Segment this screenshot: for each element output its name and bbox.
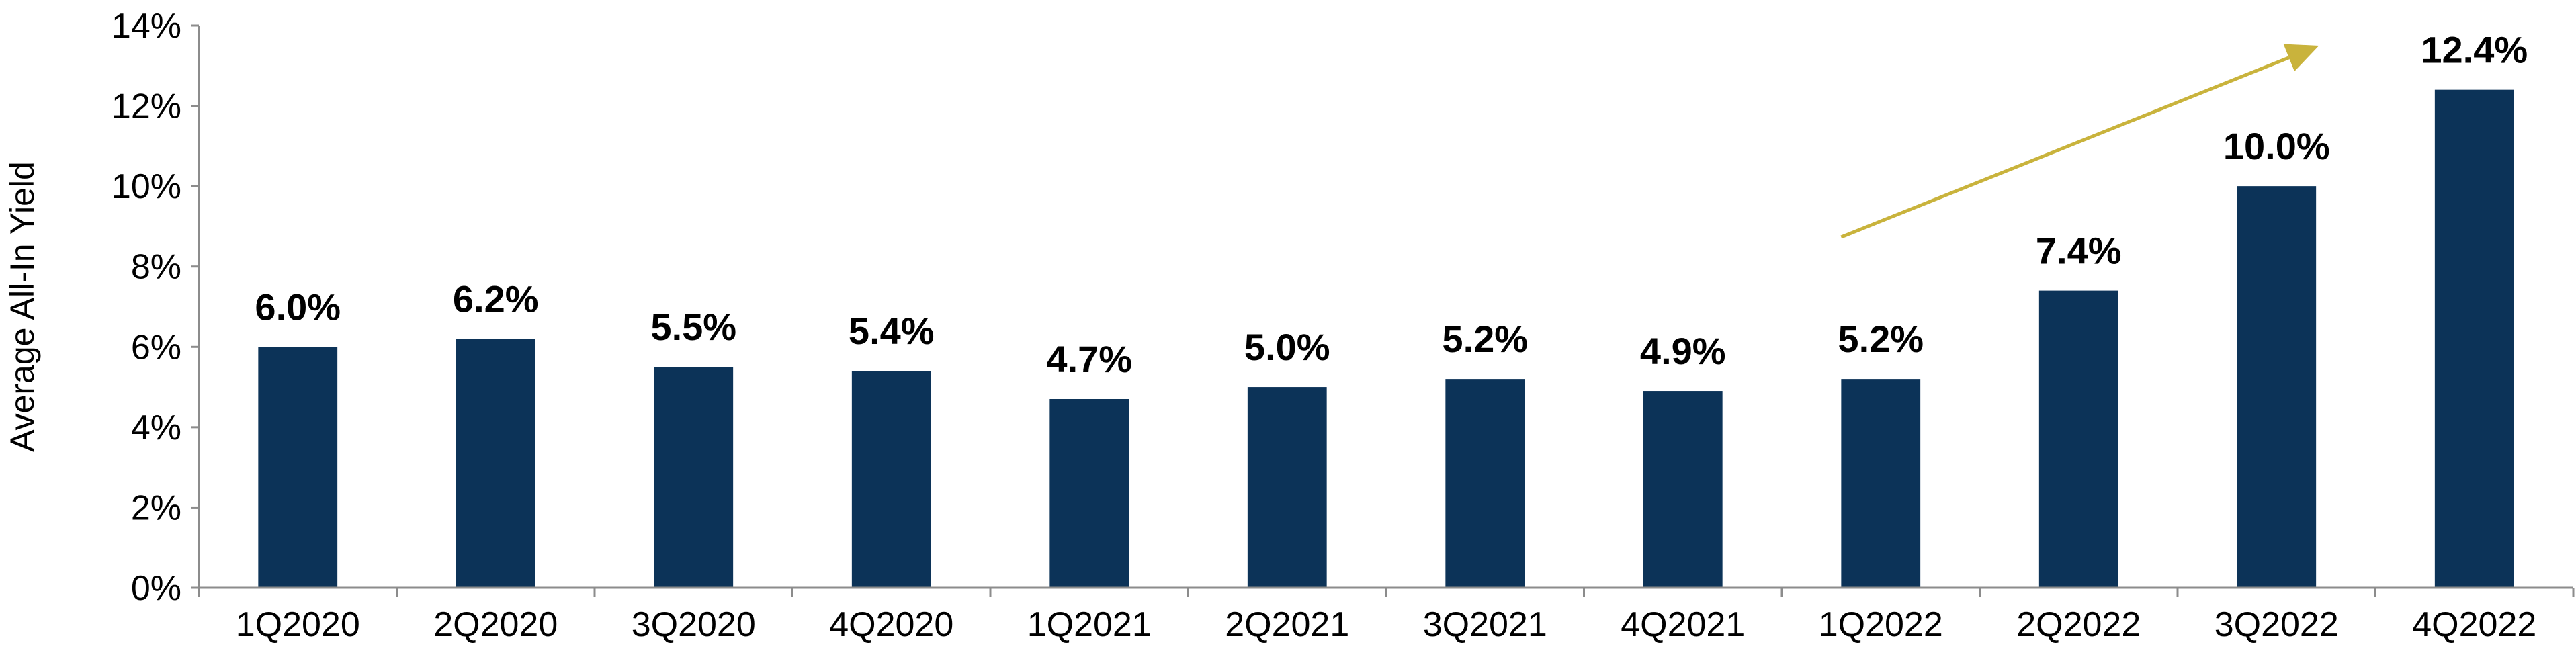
bar-1Q2020 xyxy=(258,347,338,588)
y-tick-label: 10% xyxy=(112,167,181,206)
bar-value-label: 7.4% xyxy=(2036,230,2122,272)
bar-4Q2021 xyxy=(1643,391,1723,588)
y-tick-label: 12% xyxy=(112,87,181,126)
y-tick-label: 4% xyxy=(131,408,181,447)
bar-value-label: 5.0% xyxy=(1244,326,1330,368)
bar-3Q2020 xyxy=(654,367,734,588)
bar-value-label: 4.7% xyxy=(1046,338,1132,380)
bar-value-label: 5.2% xyxy=(1442,318,1528,360)
x-axis-ticks xyxy=(198,588,2575,597)
x-tick-label: 2Q2020 xyxy=(433,605,558,644)
bar-3Q2022 xyxy=(2237,186,2317,588)
y-axis-title: Average All-In Yield xyxy=(3,161,41,452)
bar-value-label: 6.2% xyxy=(453,277,539,320)
bar-value-label: 5.4% xyxy=(849,310,935,352)
bar-value-label: 6.0% xyxy=(255,285,341,328)
bar-value-label: 5.2% xyxy=(1838,318,1924,360)
bar-1Q2021 xyxy=(1049,399,1129,588)
y-tick-label: 6% xyxy=(131,328,181,367)
x-tick-label: 4Q2021 xyxy=(1621,605,1745,644)
axes xyxy=(198,26,2573,589)
x-tick-label: 1Q2022 xyxy=(1819,605,1943,644)
y-tick-label: 14% xyxy=(112,7,181,46)
bar-value-label: 10.0% xyxy=(2223,125,2330,167)
x-tick-label: 1Q2021 xyxy=(1027,605,1152,644)
bars xyxy=(258,89,2514,588)
x-tick-label: 4Q2022 xyxy=(2412,605,2536,644)
x-tick-label: 2Q2022 xyxy=(2016,605,2141,644)
bar-value-labels: 6.0% 6.2% 5.5% 5.4% 4.7% 5.0% 5.2% 4.9% 5.2% 7.4%… xyxy=(255,29,2528,380)
y-tick-label: 2% xyxy=(131,488,181,527)
x-tick-label: 2Q2021 xyxy=(1225,605,1349,644)
trend-arrow-annotation xyxy=(1840,44,2319,239)
y-tick-label: 0% xyxy=(131,569,181,608)
x-tick-label: 4Q2020 xyxy=(829,605,953,644)
bar-2Q2020 xyxy=(456,339,535,588)
x-tick-label: 1Q2020 xyxy=(236,605,360,644)
x-tick-label: 3Q2022 xyxy=(2215,605,2339,644)
bar-value-label: 12.4% xyxy=(2421,29,2528,71)
y-axis-title-group: Average All-In Yield xyxy=(3,161,41,452)
bar-value-label: 5.5% xyxy=(650,306,736,348)
y-axis-ticks: 0% 2% 4% 6% 8% 10% 12% 14% xyxy=(112,7,199,608)
bar-2Q2021 xyxy=(1247,387,1327,588)
trend-arrow-head xyxy=(2283,44,2319,72)
x-tick-label: 3Q2020 xyxy=(632,605,756,644)
bar-2Q2022 xyxy=(2038,290,2118,588)
y-tick-label: 8% xyxy=(131,248,181,287)
bar-3Q2021 xyxy=(1445,379,1525,588)
bar-4Q2022 xyxy=(2434,89,2514,588)
x-tick-label: 3Q2021 xyxy=(1423,605,1547,644)
bar-1Q2022 xyxy=(1841,379,1921,588)
bar-value-label: 4.9% xyxy=(1640,330,1726,372)
bar-4Q2020 xyxy=(851,371,931,588)
trend-arrow-shaft xyxy=(1840,56,2290,239)
x-axis-category-labels: 1Q2020 2Q2020 3Q2020 4Q2020 1Q2021 2Q2021 3Q20… xyxy=(236,605,2537,644)
